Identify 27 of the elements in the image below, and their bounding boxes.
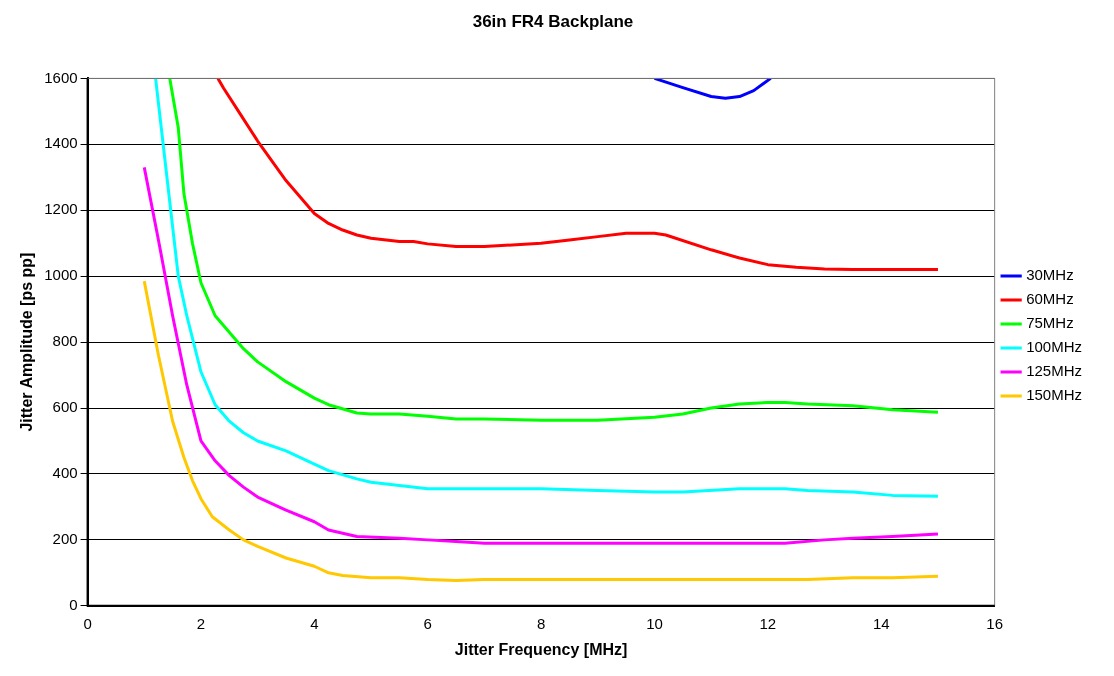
y-axis-title: Jitter Amplitude [ps pp]: [18, 252, 36, 432]
y-tick-label: 800: [52, 332, 78, 350]
chart-title: 36in FR4 Backplane: [472, 11, 634, 31]
y-tick-label: 1200: [44, 200, 78, 218]
x-tick-label: 6: [423, 614, 432, 632]
x-axis-title: Jitter Frequency [MHz]: [454, 640, 628, 658]
x-tick-label: 12: [759, 614, 777, 632]
legend-label: 150MHz: [1026, 386, 1082, 404]
legend-label: 30MHz: [1026, 266, 1074, 284]
x-tick-label: 14: [872, 614, 890, 632]
y-tick-label: 600: [52, 398, 78, 416]
x-tick-label: 4: [310, 614, 319, 632]
y-tick-label: 1000: [44, 266, 78, 284]
y-tick-label: 1600: [44, 68, 78, 86]
y-tick-label: 1400: [44, 134, 78, 152]
x-tick-label: 0: [83, 614, 92, 632]
legend-label: 100MHz: [1026, 338, 1082, 356]
x-tick-label: 10: [646, 614, 663, 632]
y-tick-label: 400: [52, 464, 78, 482]
y-tick-label: 200: [52, 530, 78, 548]
legend-label: 60MHz: [1026, 290, 1074, 308]
legend-label: 125MHz: [1026, 362, 1082, 380]
x-tick-label: 8: [536, 614, 546, 632]
x-tick-label: 2: [196, 614, 206, 632]
y-tick-label: 0: [69, 595, 78, 613]
x-tick-label: 16: [986, 614, 1003, 632]
legend-label: 75MHz: [1026, 314, 1074, 332]
